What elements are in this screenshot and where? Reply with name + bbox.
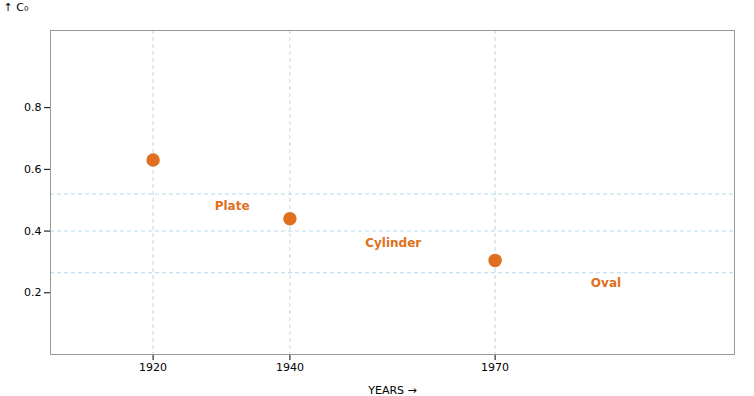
svg-text:0.8: 0.8 <box>24 101 42 114</box>
svg-text:0.6: 0.6 <box>24 163 42 176</box>
svg-text:Cylinder: Cylinder <box>365 236 421 250</box>
svg-text:Oval: Oval <box>591 276 621 290</box>
svg-text:0.2: 0.2 <box>24 286 42 299</box>
svg-text:1940: 1940 <box>276 361 304 374</box>
svg-text:1920: 1920 <box>139 361 167 374</box>
svg-text:0.4: 0.4 <box>24 225 42 238</box>
svg-text:↑ C₀: ↑ C₀ <box>4 1 29 14</box>
svg-text:Plate: Plate <box>215 199 250 213</box>
svg-text:YEARS →: YEARS → <box>367 384 417 396</box>
svg-text:1970: 1970 <box>481 361 509 374</box>
